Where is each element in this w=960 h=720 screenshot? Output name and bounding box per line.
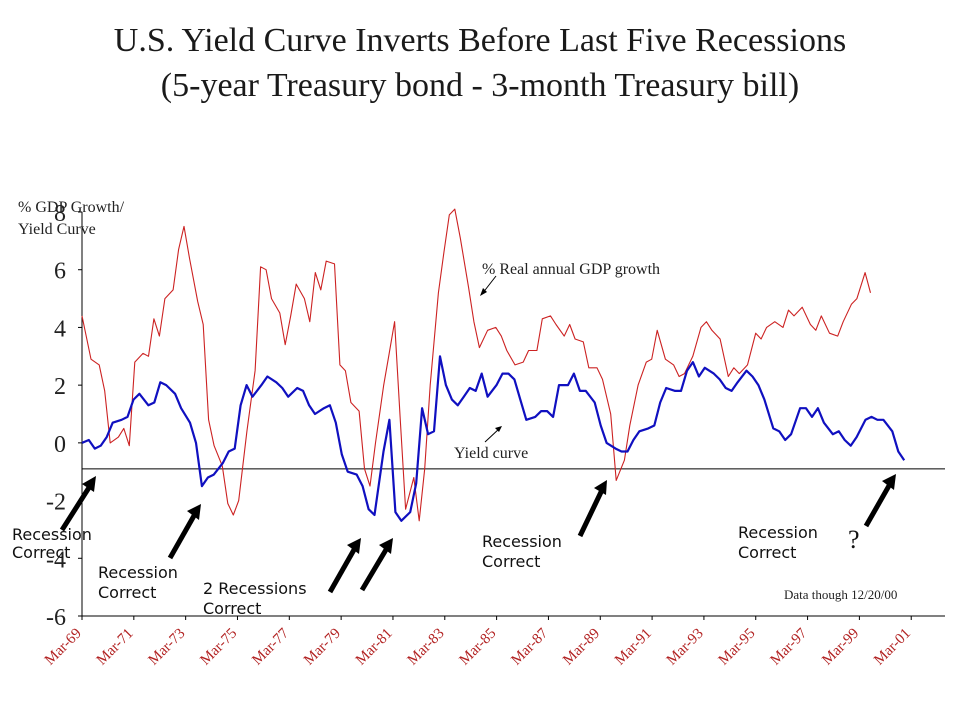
y-tick-label: 0 (54, 432, 66, 458)
yield-curve-line (81, 355, 906, 522)
x-tick-label: Mar-85 (457, 626, 500, 669)
y-tick-label: -6 (46, 605, 66, 631)
callout-2-line-1: Recession (98, 563, 178, 582)
y-tick-label: 8 (54, 201, 66, 227)
y-tick-label: -2 (46, 490, 66, 516)
callout-1-line-2: Correct (12, 543, 70, 562)
x-tick-label: Mar-75 (197, 626, 240, 669)
recession-arrow-2 (167, 512, 198, 560)
recession-arrow-3a (327, 546, 358, 594)
x-tick-label: Mar-77 (249, 625, 292, 668)
recession-arrow-4 (577, 488, 605, 538)
x-tick-label: Mar-93 (664, 626, 707, 669)
x-tick-label: Mar-95 (716, 626, 759, 669)
yield-pointer-arrowhead (495, 426, 502, 432)
y-axis-label-line-2: Yield Curve (18, 221, 96, 238)
recession-arrowhead-2 (187, 504, 201, 520)
x-tick-label: Mar-89 (560, 626, 603, 669)
callout-2-line-2: Correct (98, 583, 156, 602)
title-line-1: U.S. Yield Curve Inverts Before Last Fiv… (113, 22, 847, 59)
x-tick-label: Mar-73 (146, 626, 189, 669)
question-mark: ? (848, 525, 860, 554)
callout-5-line-2: Correct (738, 543, 796, 562)
recession-arrowhead-4 (594, 480, 607, 495)
yield-series-label: Yield curve (454, 445, 528, 462)
recession-arrow-5 (863, 482, 893, 528)
recession-arrow-3b (359, 546, 390, 592)
recession-arrowhead-5 (882, 474, 896, 490)
data-note: Data though 12/20/00 (784, 587, 897, 602)
x-tick-label: Mar-99 (819, 626, 862, 669)
x-tick-label: Mar-87 (508, 625, 551, 668)
x-tick-label: Mar-79 (301, 626, 344, 669)
series-lines (81, 208, 906, 522)
callout-4-line-1: Recession (482, 532, 562, 551)
callout-3-line-2: Correct (203, 599, 261, 618)
y-tick-label: 4 (54, 316, 66, 342)
gdp-series-label: % Real annual GDP growth (482, 261, 660, 278)
x-tick-label: Mar-97 (767, 625, 810, 668)
callout-4-line-2: Correct (482, 552, 540, 571)
title-line-2: (5-year Treasury bond - 3-month Treasury… (160, 67, 800, 104)
x-tick-label: Mar-83 (405, 626, 448, 669)
recession-callouts: Recession Correct Recession Correct 2 Re… (12, 523, 818, 618)
y-tick-label: -4 (46, 547, 66, 573)
axes (78, 211, 945, 620)
callout-5-line-1: Recession (738, 523, 818, 542)
x-tick-label: Mar-01 (871, 626, 914, 669)
x-tick-label: Mar-71 (94, 626, 137, 669)
recession-arrows (59, 474, 896, 594)
y-axis-label-line-1: % GDP Growth/ (18, 199, 125, 216)
recession-arrowhead-3b (379, 538, 393, 554)
chart-title: U.S. Yield Curve Inverts Before Last Fiv… (0, 18, 960, 108)
x-tick-label: Mar-81 (353, 626, 396, 669)
y-tick-label: 6 (54, 259, 66, 285)
y-tick-label: 2 (54, 374, 66, 400)
gdp-growth-line (81, 208, 872, 522)
recession-arrowhead-1 (82, 476, 96, 492)
recession-arrowhead-3a (347, 538, 361, 554)
callout-3-line-1: 2 Recessions (203, 579, 307, 598)
x-tick-label: Mar-91 (612, 626, 655, 669)
recession-arrow-1 (59, 484, 93, 532)
callout-1-line-1: Recession (12, 525, 92, 544)
gdp-pointer-arrowhead (480, 288, 487, 296)
x-tick-label: Mar-69 (42, 626, 85, 669)
